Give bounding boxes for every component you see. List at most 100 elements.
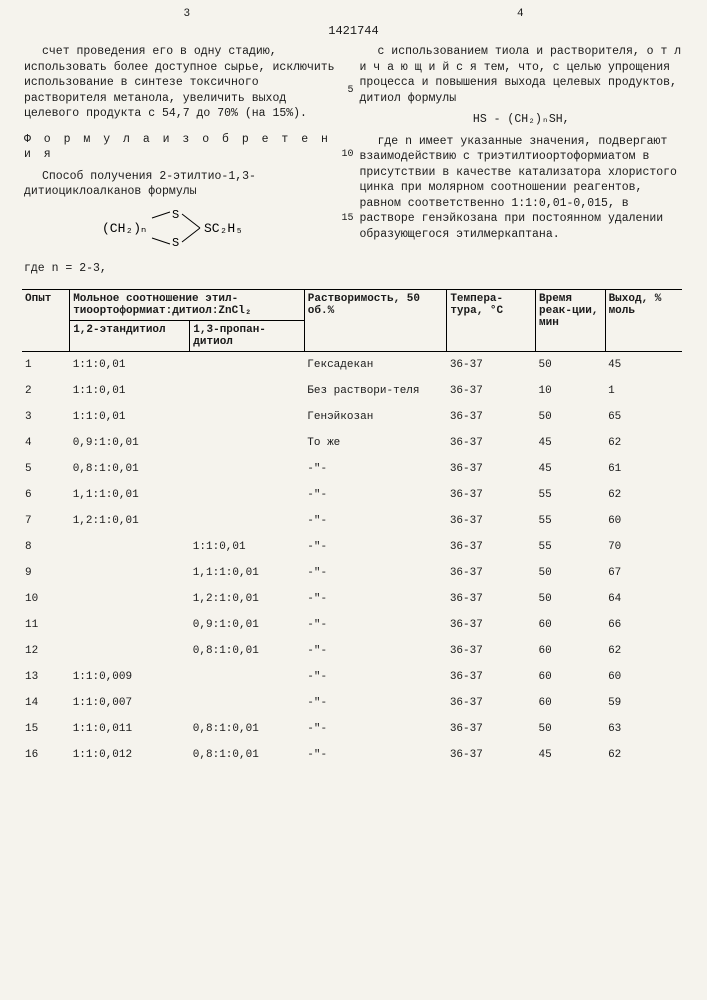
- cell-n: 10: [22, 586, 70, 612]
- cell-temp: 36-37: [447, 456, 536, 482]
- cell-e12: 1:1:0,012: [70, 742, 190, 768]
- cell-temp: 36-37: [447, 742, 536, 768]
- cell-solv: Гексадекан: [304, 351, 447, 378]
- cell-temp: 36-37: [447, 560, 536, 586]
- table-row: 161:1:0,0120,8:1:0,01-"-36-374562: [22, 742, 682, 768]
- cell-time: 45: [536, 742, 606, 768]
- cell-e12: 1:1:0,01: [70, 351, 190, 378]
- cell-solv: -"-: [304, 560, 447, 586]
- cell-yield: 62: [605, 638, 682, 664]
- cell-e12: [70, 534, 190, 560]
- table-row: 120,8:1:0,01-"-36-376062: [22, 638, 682, 664]
- page-num-left: 3: [183, 8, 190, 20]
- cell-yield: 60: [605, 508, 682, 534]
- col-propan: 1,3-пропан-дитиол: [190, 320, 304, 351]
- col-ratio: Мольное соотношение этил-тиоортоформиат:…: [70, 289, 305, 320]
- cell-solv: Без раствори-теля: [304, 378, 447, 404]
- cell-solv: -"-: [304, 534, 447, 560]
- table-row: 40,9:1:0,01То же36-374562: [22, 430, 682, 456]
- cell-time: 55: [536, 508, 606, 534]
- cell-yield: 1: [605, 378, 682, 404]
- cell-n: 2: [22, 378, 70, 404]
- cell-yield: 62: [605, 742, 682, 768]
- cell-e13: 0,8:1:0,01: [190, 716, 304, 742]
- cell-temp: 36-37: [447, 690, 536, 716]
- cell-e12: 1:1:0,011: [70, 716, 190, 742]
- cell-e12: 1,1:1:0,01: [70, 482, 190, 508]
- cell-e12: 1:1:0,007: [70, 690, 190, 716]
- cell-yield: 61: [605, 456, 682, 482]
- cell-temp: 36-37: [447, 378, 536, 404]
- formula-heading: Ф о р м у л а и з о б р е т е н и я: [24, 132, 348, 163]
- cell-temp: 36-37: [447, 716, 536, 742]
- cell-yield: 65: [605, 404, 682, 430]
- cell-n: 14: [22, 690, 70, 716]
- cell-e13: 1,2:1:0,01: [190, 586, 304, 612]
- cell-e13: [190, 456, 304, 482]
- cell-time: 50: [536, 560, 606, 586]
- cell-n: 4: [22, 430, 70, 456]
- cell-n: 3: [22, 404, 70, 430]
- cell-n: 5: [22, 456, 70, 482]
- cell-temp: 36-37: [447, 586, 536, 612]
- cell-time: 60: [536, 664, 606, 690]
- cell-solv: То же: [304, 430, 447, 456]
- cell-n: 6: [22, 482, 70, 508]
- right-p2: где n имеет указанные значения, подверга…: [360, 134, 684, 243]
- cell-temp: 36-37: [447, 351, 536, 378]
- cell-temp: 36-37: [447, 664, 536, 690]
- right-column: с использованием тиола и растворителя, о…: [360, 44, 684, 277]
- left-p2: Способ получения 2-этилтио-1,3-дитиоцикл…: [24, 169, 348, 200]
- cell-e13: 1:1:0,01: [190, 534, 304, 560]
- cell-e12: [70, 638, 190, 664]
- cell-e13: [190, 378, 304, 404]
- col-yield: Выход, % моль: [605, 289, 682, 351]
- cell-n: 15: [22, 716, 70, 742]
- cell-temp: 36-37: [447, 534, 536, 560]
- cell-n: 11: [22, 612, 70, 638]
- cell-n: 12: [22, 638, 70, 664]
- cell-e13: 0,9:1:0,01: [190, 612, 304, 638]
- cell-solv: -"-: [304, 456, 447, 482]
- cell-e12: 0,9:1:0,01: [70, 430, 190, 456]
- svg-text:SC₂H₅: SC₂H₅: [204, 221, 243, 236]
- left-column: счет проведения его в одну стадию, испол…: [24, 44, 348, 277]
- cell-e13: 1,1:1:0,01: [190, 560, 304, 586]
- cell-time: 45: [536, 456, 606, 482]
- col-temp: Темпера-тура, °С: [447, 289, 536, 351]
- line-num-5: 5: [347, 84, 353, 98]
- cell-e13: [190, 430, 304, 456]
- cell-temp: 36-37: [447, 482, 536, 508]
- cell-solv: -"-: [304, 742, 447, 768]
- cell-time: 10: [536, 378, 606, 404]
- cell-e12: [70, 612, 190, 638]
- page-num-right: 4: [517, 8, 524, 20]
- col-opyt: Опыт: [22, 289, 70, 351]
- right-p1: с использованием тиола и растворителя, о…: [360, 44, 684, 106]
- cell-solv: -"-: [304, 690, 447, 716]
- experiment-table: Опыт Мольное соотношение этил-тиоортофор…: [22, 289, 682, 768]
- cell-solv: -"-: [304, 716, 447, 742]
- table-row: 21:1:0,01 Без раствори-теля36-37101: [22, 378, 682, 404]
- cell-yield: 59: [605, 690, 682, 716]
- cell-solv: -"-: [304, 586, 447, 612]
- svg-text:(CH₂)ₙ: (CH₂)ₙ: [102, 221, 146, 236]
- cell-e13: [190, 690, 304, 716]
- cell-time: 50: [536, 351, 606, 378]
- cell-e12: 1:1:0,01: [70, 378, 190, 404]
- cell-solv: -"-: [304, 664, 447, 690]
- line-num-15: 15: [341, 212, 353, 226]
- table-row: 50,8:1:0,01-"-36-374561: [22, 456, 682, 482]
- cell-e12: [70, 586, 190, 612]
- cell-yield: 62: [605, 482, 682, 508]
- cell-e12: [70, 560, 190, 586]
- table-body: 11:1:0,01Гексадекан36-37504521:1:0,01Без…: [22, 351, 682, 768]
- chem-structure-1: (CH₂)ₙ S S SC₂H₅: [24, 206, 348, 256]
- table-row: 91,1:1:0,01-"-36-375067: [22, 560, 682, 586]
- cell-time: 50: [536, 716, 606, 742]
- cell-yield: 67: [605, 560, 682, 586]
- cell-solv: -"-: [304, 638, 447, 664]
- col-time: Время реак-ции, мин: [536, 289, 606, 351]
- cell-e13: 0,8:1:0,01: [190, 638, 304, 664]
- chem-structure-2: HS - (CH₂)ₙSH,: [360, 112, 684, 128]
